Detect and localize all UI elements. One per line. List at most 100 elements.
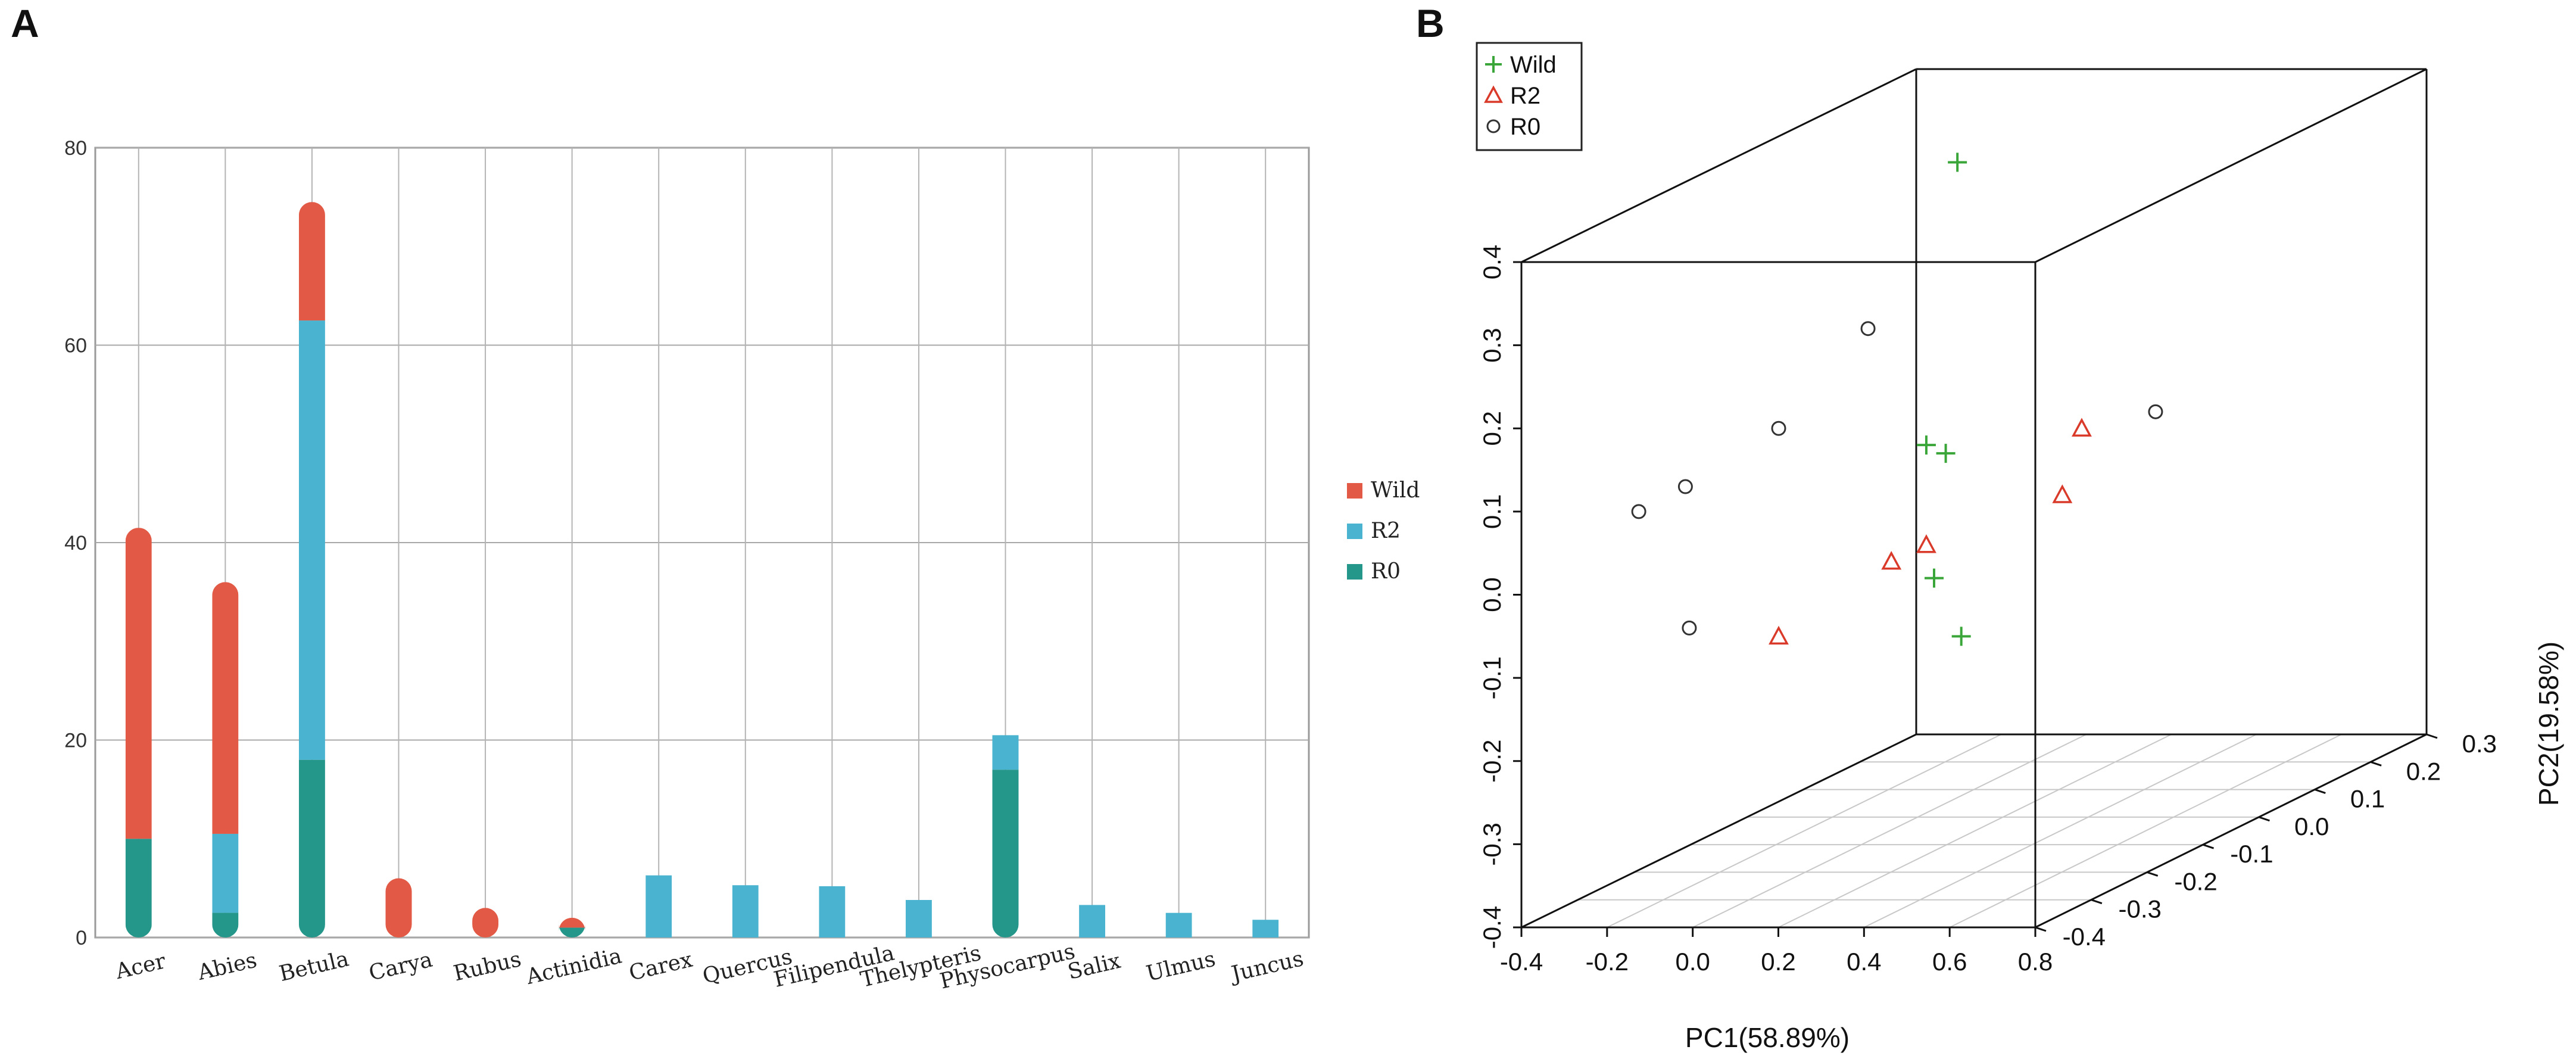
z-tick-label: 0.0: [2294, 812, 2329, 840]
z-tick-mark: [2203, 843, 2215, 849]
bar-segment-r2: [992, 735, 1019, 770]
x-tick-label: 0.4: [1847, 948, 1881, 976]
point-wild: [1936, 444, 1956, 463]
box-edge: [2035, 68, 2427, 263]
point-r2: [2072, 418, 2092, 437]
bar-segment-r2: [819, 886, 846, 937]
floor-gridline: [1778, 734, 2172, 928]
x-tick-label: 0.6: [1932, 948, 1967, 976]
x-tick-label: Juncus: [1227, 946, 1306, 987]
z-tick-mark: [2091, 899, 2103, 905]
x-tick-label: 0.2: [1761, 948, 1795, 976]
bar-segment-r0: [212, 912, 239, 937]
bar-segment-r2: [905, 900, 932, 937]
point-wild: [1948, 152, 1967, 172]
point-wild: [1916, 435, 1936, 455]
bar-segment-r2: [298, 320, 325, 760]
pca-points: [1631, 152, 2163, 646]
bar-stack-filipendula: [819, 886, 846, 937]
bar-stack-carex: [645, 875, 672, 937]
bar-segment-r2: [732, 885, 759, 937]
legend-label-wild: Wild: [1371, 478, 1420, 503]
y-tick-label: -0.1: [1478, 656, 1506, 699]
y-tick-label: 20: [64, 730, 87, 752]
legend-b-items: Wild R2 R0: [1484, 52, 1557, 140]
bar-stack-thelypteris: [905, 900, 932, 937]
x-tick-label: -0.2: [1586, 948, 1629, 976]
y-ticks-a: 0 20 40 60 80: [64, 137, 87, 949]
bar-stack-betula: [298, 202, 325, 937]
y-tick-label: 80: [64, 137, 87, 160]
panel-a: A 0 20 40 60 80 Acer Abies Betula Carya Rubus Act…: [11, 1, 1420, 994]
point-r0: [2148, 404, 2163, 419]
y-tick-label: 40: [64, 532, 87, 555]
box-edge: [1521, 68, 1917, 263]
point-r0: [1677, 479, 1693, 494]
x-tick-label: Abies: [195, 948, 259, 986]
bar-segment-wild: [298, 202, 325, 321]
y-tick-label: 0.3: [1478, 328, 1506, 362]
bar-segment-r0: [559, 927, 585, 937]
legend-label-r0: R0: [1371, 559, 1401, 584]
point-r2: [1916, 534, 1936, 553]
floor-grid: [1577, 734, 2371, 928]
bar-segment-r0: [298, 759, 325, 937]
z-tick-mark: [2426, 733, 2438, 739]
floor-gridline: [1949, 734, 2342, 928]
y-tick-label: 60: [64, 335, 87, 357]
z-tick-label: 0.3: [2462, 730, 2497, 758]
z-tick-label: 0.1: [2350, 785, 2385, 813]
legend-label-r0: R0: [1510, 114, 1540, 140]
x-ticks-a: Acer Abies Betula Carya Rubus Actinidia Carex Q…: [113, 939, 1306, 994]
y-tick-label: -0.4: [1478, 906, 1506, 949]
y-axis-label-b: PC2(19.58%): [2533, 641, 2564, 806]
y-tick-label: -0.2: [1478, 740, 1506, 783]
bars-a: [125, 202, 1279, 937]
point-r2: [1769, 625, 1789, 645]
x-tick-label: 0.0: [1675, 948, 1710, 976]
bar-segment-wild: [125, 528, 152, 839]
box-edge: [2035, 733, 2427, 929]
bar-stack-salix: [1079, 905, 1106, 937]
legend-swatch-r0: [1347, 564, 1362, 580]
z-tick-label: 0.2: [2406, 757, 2441, 785]
x-tick-label: Acer: [113, 949, 168, 984]
bar-segment-wild: [559, 917, 585, 928]
bar-stack-actinidia: [559, 917, 585, 937]
floor-gridline: [1692, 734, 2087, 928]
bar-stack-rubus: [472, 908, 499, 937]
bar-stack-carya: [385, 878, 412, 937]
point-wild: [1925, 568, 1944, 588]
point-r2: [1881, 550, 1902, 570]
legend-swatch-r2: [1347, 524, 1362, 539]
x-tick-label: Ulmus: [1144, 947, 1218, 986]
legend-label-r2: R2: [1510, 83, 1540, 109]
point-r0: [1631, 504, 1646, 519]
legend-marker-triangle: [1484, 85, 1503, 103]
z-tick-label: -0.1: [2230, 840, 2273, 868]
y-tick-label: 0: [76, 927, 87, 949]
pca-ticks: -0.4 -0.2 0.0 0.2 0.4 0.6 0.8 -0.4 -0.3 -0.2 -0.1 0…: [1478, 245, 2497, 976]
floor-gridline: [1607, 734, 2002, 928]
z-tick-mark: [2314, 789, 2326, 794]
bar-segment-r2: [212, 833, 239, 913]
x-tick-label: -0.4: [1500, 948, 1543, 976]
y-tick-label: -0.3: [1478, 823, 1506, 865]
y-tick-label: 0.1: [1478, 494, 1506, 529]
legend-label-r2: R2: [1371, 519, 1401, 543]
panel-b-letter: B: [1416, 1, 1445, 45]
legend-label-wild: Wild: [1510, 52, 1557, 78]
x-tick-label: Actinidia: [523, 944, 624, 990]
legend-a: Wild R2 R0: [1347, 478, 1420, 584]
y-tick-label: 0.4: [1478, 245, 1506, 279]
panel-a-letter: A: [11, 1, 39, 45]
x-tick-label: Carya: [367, 948, 435, 986]
legend-marker-circle: [1486, 119, 1501, 133]
legend-swatch-wild: [1347, 483, 1362, 499]
bar-segment-r2: [1079, 905, 1106, 937]
z-tick-label: -0.2: [2174, 867, 2217, 895]
z-tick-label: -0.3: [2118, 895, 2161, 923]
point-r0: [1771, 421, 1786, 436]
point-r0: [1860, 321, 1876, 337]
